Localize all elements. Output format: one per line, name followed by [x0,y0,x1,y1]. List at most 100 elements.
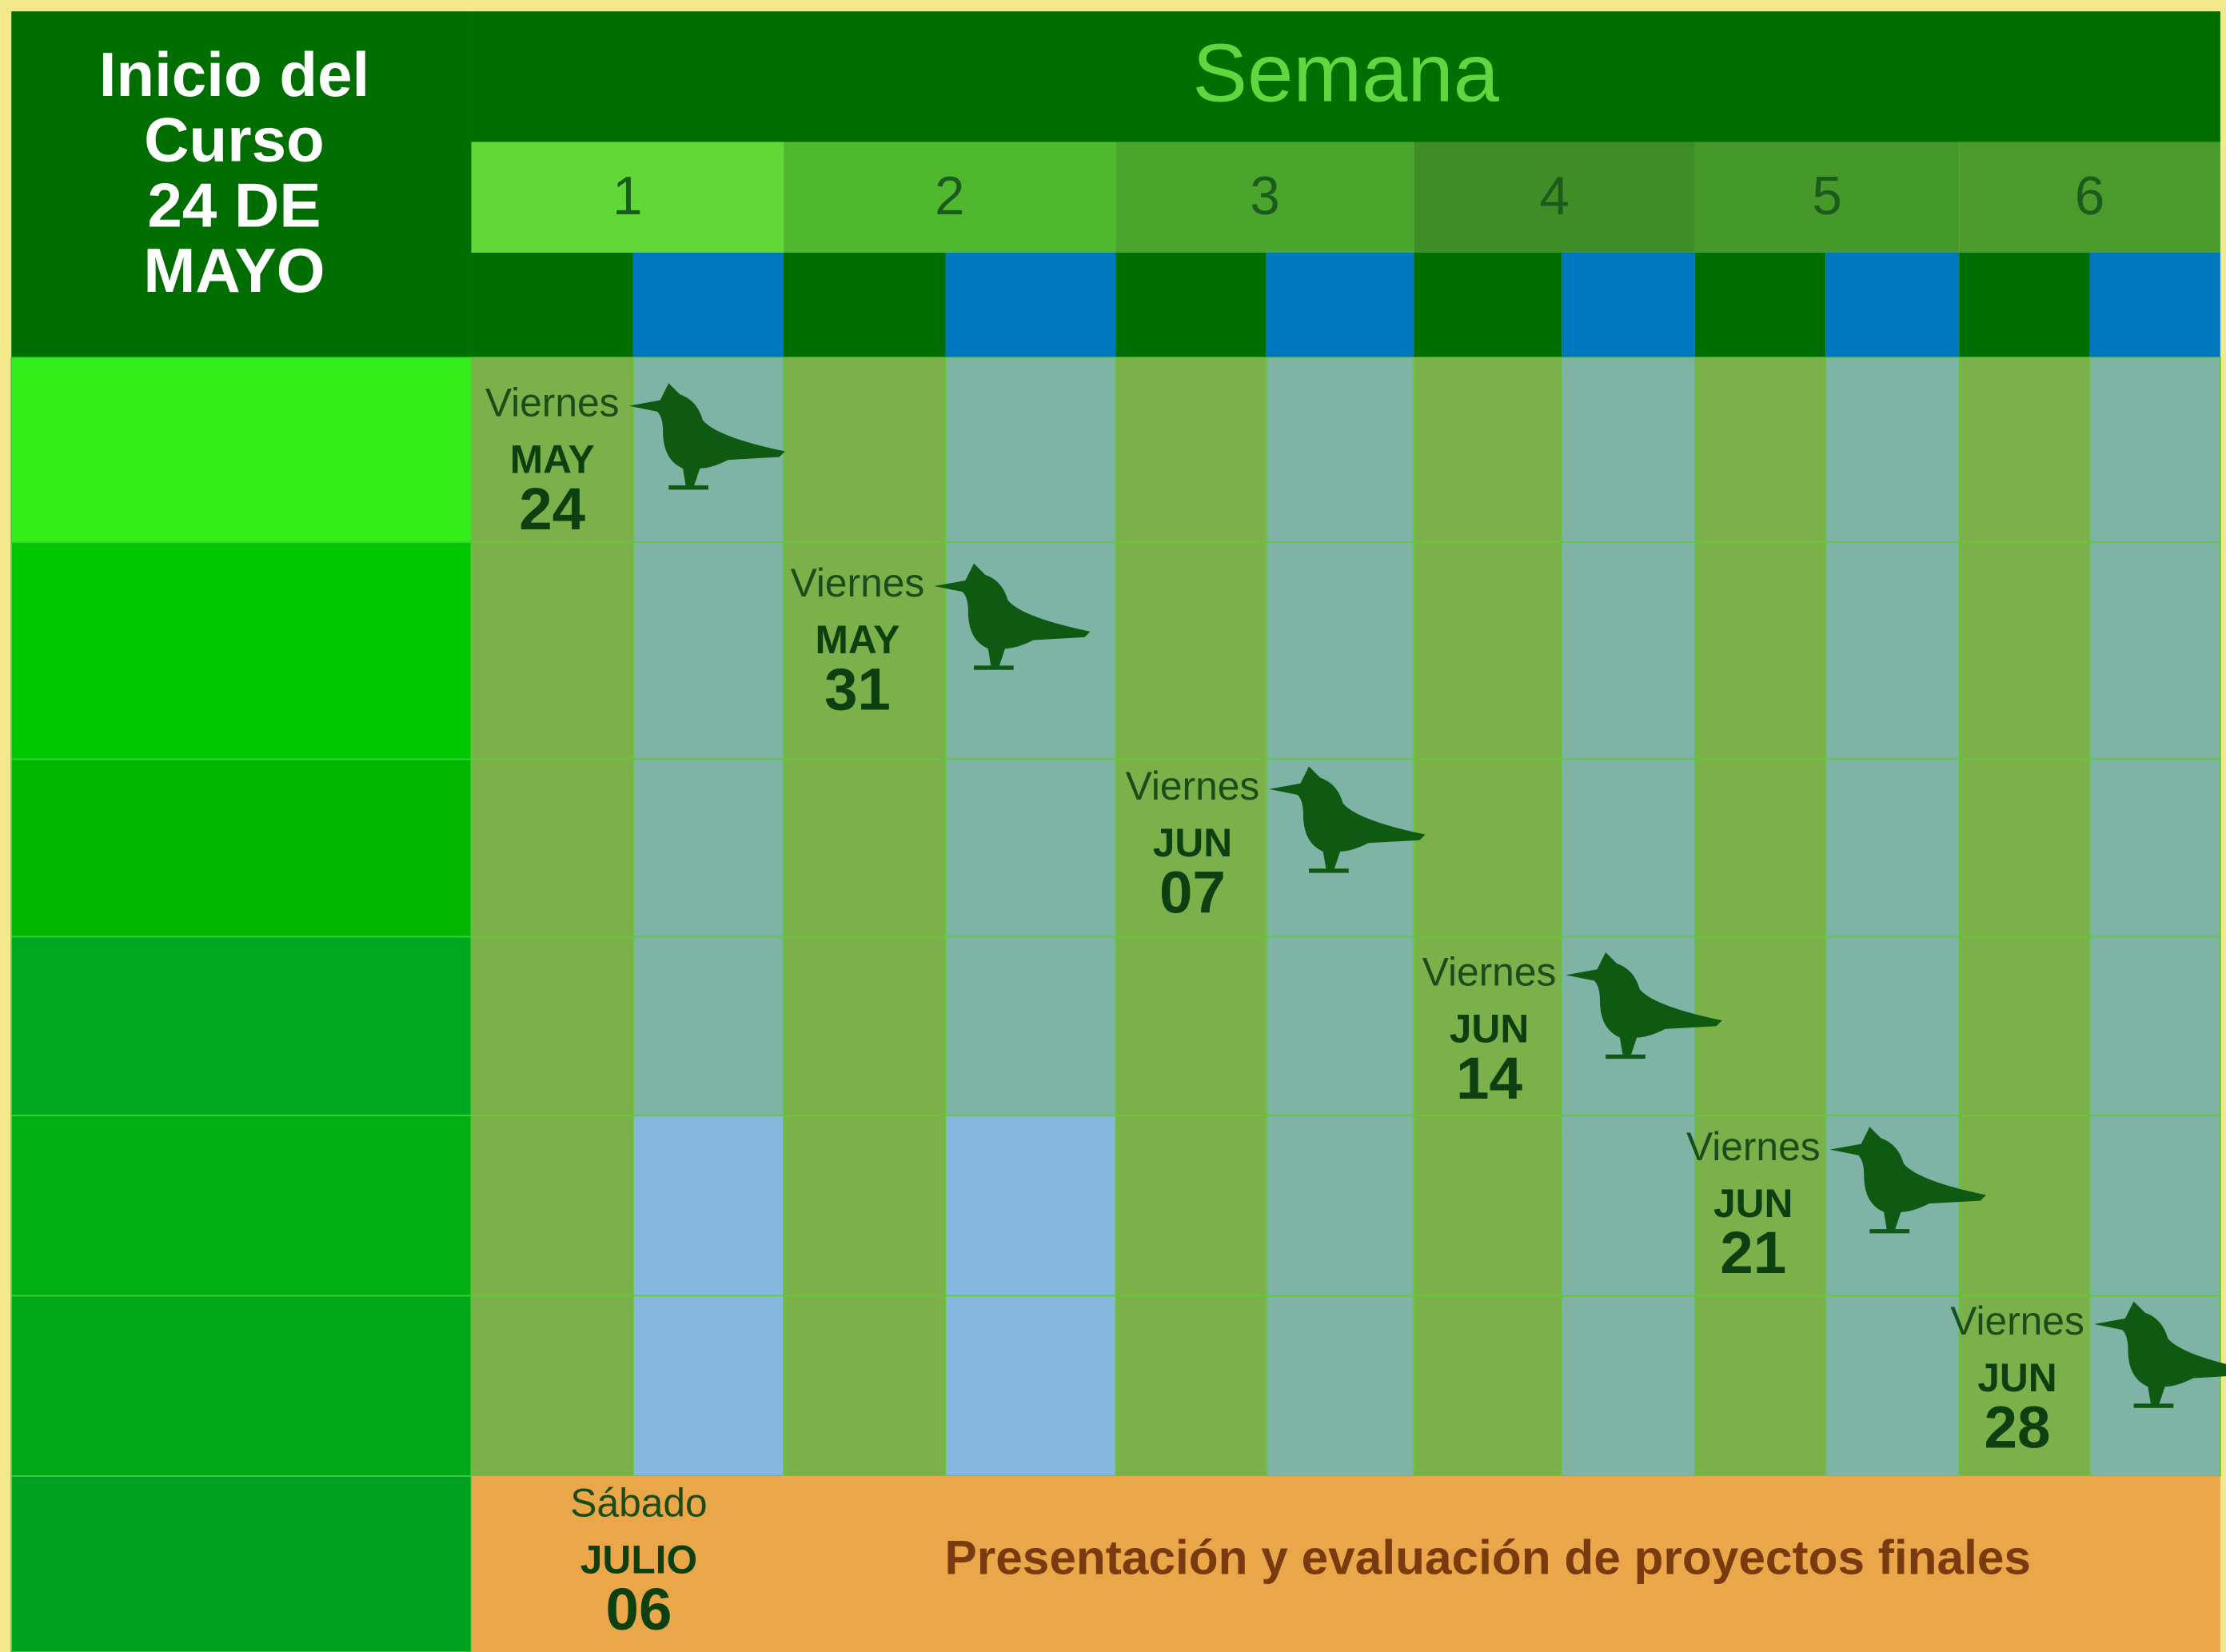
cell-green [470,1115,634,1297]
cell-blue [1825,758,1961,938]
final-row [471,1475,2220,1652]
row-label-cell [10,1115,473,1297]
cell-green [1958,541,2091,760]
cell-blue [632,541,784,760]
cell-blue [1561,1115,1696,1297]
week-header [1694,142,1960,253]
row-label-cell [10,758,473,938]
cell-blue [944,758,1117,938]
week-header [471,142,784,253]
cell-blue [1265,1115,1415,1297]
cell-green [783,758,947,938]
session-day: Viernes [791,561,925,605]
row-label-cell [10,1475,473,1652]
session-date: 28 [1985,1395,2051,1461]
session-date: 14 [1456,1045,1522,1111]
session-day: Viernes [485,381,620,425]
sub-green [471,252,633,358]
final-label: Presentación y evaluación de proyectos f… [944,1530,2030,1584]
session-month: MAY [510,437,595,482]
sub-green [1414,252,1562,358]
session-month: MAY [815,617,900,662]
cell-green [1958,1115,2091,1297]
cell-green [1413,1295,1562,1477]
session-day: Viernes [1686,1124,1821,1169]
cell-green [1958,1295,2091,1477]
cell-green [783,1115,947,1297]
cell-green [1694,541,1827,760]
cell-blue [1825,1295,1961,1477]
cell-blue [2088,936,2221,1116]
final-date: 06 [606,1576,672,1642]
cell-green [1694,1295,1827,1477]
week-number: 4 [1539,166,1570,226]
cell-blue [1825,357,1961,543]
session-month: JUN [1977,1355,2056,1400]
cell-green [470,1295,634,1477]
cell-blue [944,1115,1117,1297]
cell-green [1115,1115,1267,1297]
session-day: Viernes [1422,949,1557,994]
cell-green [1115,1295,1267,1477]
cell-green [783,1295,947,1477]
cell-green [1115,758,1267,938]
cell-blue [944,1295,1117,1477]
session-month: JUN [1713,1181,1793,1226]
cell-green [1958,936,2091,1116]
week-number: 1 [612,166,643,226]
sub-blue [1562,252,1695,358]
cell-blue [2088,357,2221,543]
cell-blue [1265,541,1415,760]
cell-blue [1265,357,1415,543]
week-header [1115,142,1414,253]
cell-green [1115,541,1267,760]
start-cell [11,11,472,358]
sub-blue [2089,252,2220,358]
cell-green [1694,936,1827,1116]
week-number: 2 [935,166,965,226]
week-title-band [471,11,2220,142]
week-header [1959,142,2220,253]
cell-blue [1265,1295,1415,1477]
session-day: Viernes [1950,1299,2084,1343]
row-label-cell [10,357,473,543]
session-month: JUN [1153,820,1232,865]
cell-blue [632,758,784,938]
sub-blue [945,252,1116,358]
week-title: Semana [1192,27,1499,119]
session-date: 24 [519,476,585,542]
cell-green [1413,936,1562,1116]
cell-green [470,936,634,1116]
sub-blue [1825,252,1960,358]
session-date: 07 [1159,859,1226,925]
cell-blue [1561,758,1696,938]
cell-blue [1825,541,1961,760]
cell-green [1413,1115,1562,1297]
cell-green [1115,357,1267,543]
row-label-cell [10,936,473,1116]
cell-blue [632,1115,784,1297]
start-line: Curso [144,105,325,175]
cell-blue [944,357,1117,543]
week-header [784,142,1116,253]
session-month: JUN [1450,1006,1529,1051]
cell-blue [1561,541,1696,760]
final-month: JULIO [580,1537,697,1582]
cell-blue [944,936,1117,1116]
week-number: 5 [1812,166,1842,226]
sub-blue [632,252,784,358]
session-day: Viernes [1126,764,1260,808]
cell-green [783,541,947,760]
sub-green [1959,252,2090,358]
session-date: 31 [824,656,891,723]
cell-green [1413,758,1562,938]
cell-blue [1265,936,1415,1116]
cell-blue [1561,357,1696,543]
cell-blue [632,1295,784,1477]
session-date: 21 [1720,1219,1786,1286]
cell-blue [632,936,784,1116]
cell-green [1413,541,1562,760]
start-line: Inicio del [99,39,370,110]
cell-blue [1825,936,1961,1116]
